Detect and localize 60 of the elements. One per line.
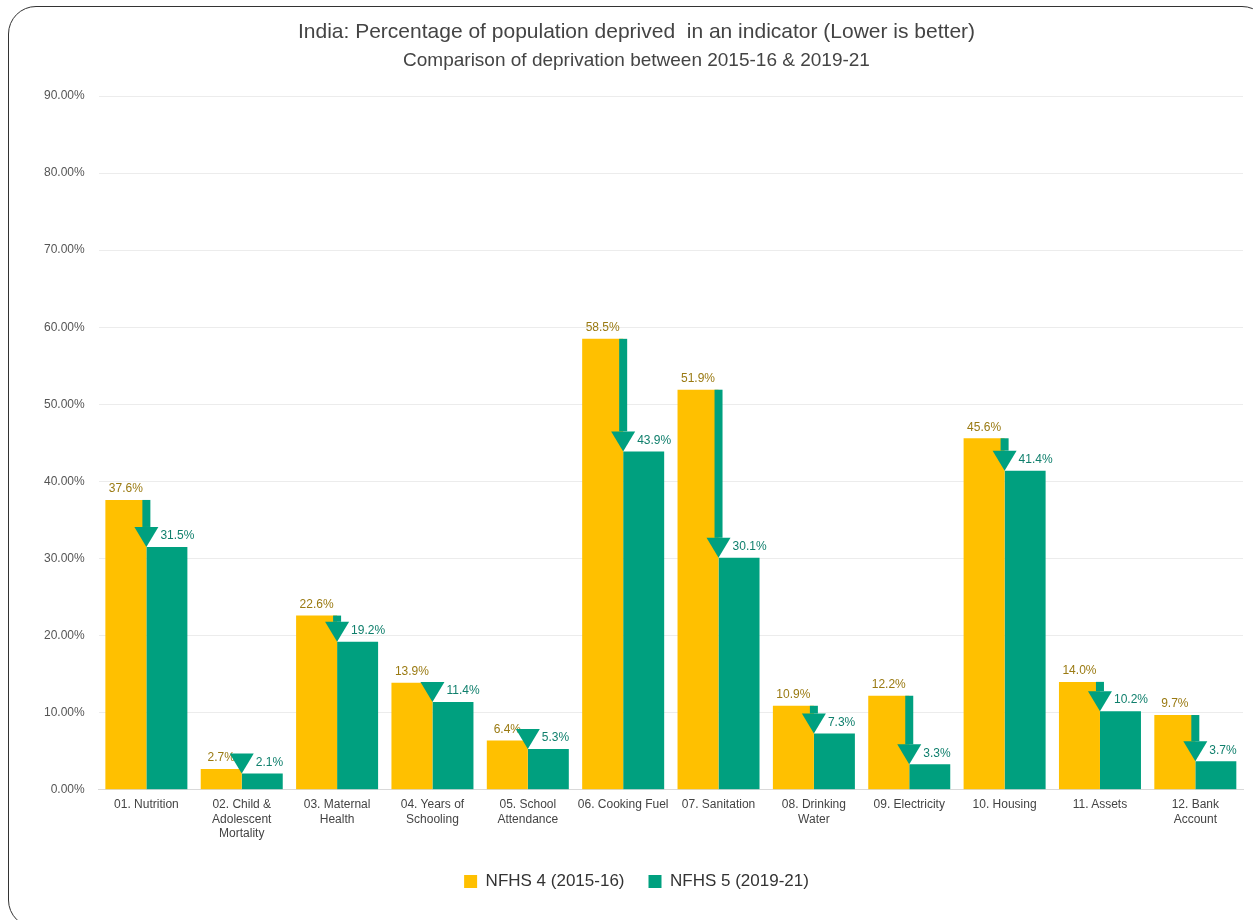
bar <box>200 768 242 790</box>
x-tick-label: 08. Drinking Water <box>781 797 846 826</box>
chart-title: India: Percentage of population deprived in an indicator (Lower is better) <box>297 19 976 43</box>
x-tick-label: 02. Child & Adolescent Mortality <box>212 797 273 841</box>
bar <box>1154 715 1196 790</box>
data-label: 10.9% <box>776 687 811 702</box>
data-label: 45.6% <box>967 419 1002 434</box>
x-tick-label: 09. Electricity <box>873 797 945 812</box>
x-tick-label: 04. Years of Schooling <box>400 797 465 826</box>
bar <box>772 705 814 790</box>
bar <box>677 389 719 790</box>
y-tick-label: 40.00% <box>44 473 86 488</box>
data-label: 3.3% <box>923 745 951 760</box>
data-label: 2.1% <box>255 754 284 769</box>
y-tick-label: 0.00% <box>50 782 86 797</box>
bar <box>963 438 1005 790</box>
data-label: 14.0% <box>1062 663 1097 678</box>
data-label: 41.4% <box>1018 451 1053 466</box>
x-tick-label: 12. Bank Account <box>1171 797 1220 826</box>
y-tick-label: 50.00% <box>44 396 86 411</box>
data-label: 13.9% <box>394 663 430 678</box>
data-label: 9.7% <box>1161 696 1189 711</box>
y-tick-label: 80.00% <box>44 165 86 180</box>
y-tick-label: 10.00% <box>44 705 86 720</box>
legend-label: NFHS 5 (2019-21) <box>670 871 809 891</box>
y-tick-label: 90.00% <box>44 88 86 103</box>
x-tick-label: 05. School Attendance <box>497 797 559 826</box>
bar <box>582 338 624 790</box>
data-label: 10.2% <box>1113 692 1149 707</box>
data-label: 51.9% <box>681 371 716 386</box>
data-label: 58.5% <box>585 320 621 335</box>
legend-label: NFHS 4 (2015-16) <box>485 871 625 891</box>
x-tick-label: 03. Maternal Health <box>303 797 371 826</box>
data-label: 3.7% <box>1209 742 1237 757</box>
chart-subtitle: Comparison of deprivation between 2015-16 & 2019-21 <box>403 48 870 70</box>
data-label: 7.3% <box>827 714 856 729</box>
x-tick-label: 10. Housing <box>972 797 1037 812</box>
bar <box>486 740 528 790</box>
data-label: 12.2% <box>871 677 907 692</box>
y-tick-label: 20.00% <box>44 627 86 642</box>
data-label: 22.6% <box>299 596 334 611</box>
x-tick-label: 07. Sanitation <box>681 797 756 812</box>
data-label: 37.6% <box>108 481 144 496</box>
data-label: 43.9% <box>637 432 672 447</box>
bar <box>391 682 433 790</box>
data-label: 11.4% <box>446 683 480 698</box>
data-label: 30.1% <box>732 539 767 554</box>
x-tick-label: 01. Nutrition <box>114 797 179 812</box>
y-tick-label: 60.00% <box>44 319 86 334</box>
bar <box>1058 681 1100 790</box>
data-label: 31.5% <box>160 528 195 543</box>
y-tick-label: 30.00% <box>44 550 86 565</box>
data-label: 5.3% <box>541 730 570 745</box>
data-label: 19.2% <box>351 623 386 638</box>
bar <box>105 499 147 790</box>
y-tick-label: 70.00% <box>44 242 86 257</box>
x-tick-label: 11. Assets <box>1072 797 1128 812</box>
x-tick-label: 06. Cooking Fuel <box>577 797 669 812</box>
data-label: 2.7% <box>207 750 236 765</box>
bar <box>296 615 338 790</box>
